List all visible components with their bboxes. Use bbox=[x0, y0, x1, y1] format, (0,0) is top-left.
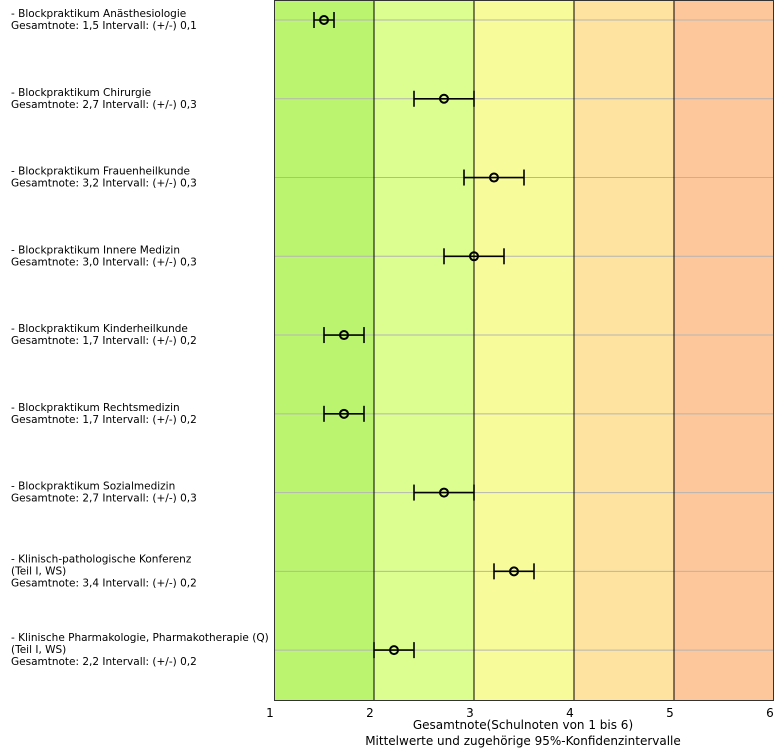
mean-marker bbox=[339, 330, 349, 341]
grade-band-4 bbox=[574, 0, 674, 701]
x-tick-label: 4 bbox=[566, 706, 574, 720]
row-labels: - Blockpraktikum AnästhesiologieGesamtno… bbox=[11, 8, 269, 668]
mean-marker bbox=[489, 172, 499, 183]
x-tick-label: 2 bbox=[366, 706, 374, 720]
row-label: - Klinisch-pathologische Konferenz bbox=[11, 553, 192, 565]
row-summary: Gesamtnote: 1,5 Intervall: (+/-) 0,1 bbox=[11, 20, 197, 32]
row-label: - Blockpraktikum Kinderheilkunde bbox=[11, 323, 188, 335]
x-axis-title-line2: Mittelwerte und zugehörige 95%-Konfidenz… bbox=[365, 734, 681, 748]
x-axis-title-line1: Gesamtnote(Schulnoten von 1 bis 6) bbox=[413, 718, 633, 732]
plot-frame bbox=[274, 0, 774, 701]
mean-marker bbox=[439, 487, 449, 498]
mean-marker bbox=[509, 566, 519, 577]
x-tick-label: 3 bbox=[466, 706, 474, 720]
mean-marker bbox=[389, 645, 399, 656]
grade-bands bbox=[274, 0, 774, 701]
x-tick-labels: 1 2 3 4 5 6 bbox=[266, 706, 774, 720]
grade-band-5 bbox=[674, 0, 774, 701]
mean-marker bbox=[439, 93, 449, 104]
row-summary: Gesamtnote: 3,2 Intervall: (+/-) 0,3 bbox=[11, 178, 197, 190]
row-label: - Blockpraktikum Frauenheilkunde bbox=[11, 166, 190, 178]
row-summary: Gesamtnote: 2,7 Intervall: (+/-) 0,3 bbox=[11, 99, 197, 111]
row-label: (Teil I, WS) bbox=[11, 565, 66, 577]
row-summary: Gesamtnote: 1,7 Intervall: (+/-) 0,2 bbox=[11, 414, 197, 426]
mean-marker bbox=[469, 251, 479, 262]
grade-band-3 bbox=[474, 0, 574, 701]
row-label: - Blockpraktikum Innere Medizin bbox=[11, 244, 180, 256]
row-summary: Gesamtnote: 2,2 Intervall: (+/-) 0,2 bbox=[11, 656, 197, 668]
row-label: - Blockpraktikum Anästhesiologie bbox=[11, 8, 186, 20]
row-label: - Blockpraktikum Rechtsmedizin bbox=[11, 402, 180, 414]
x-tick-label: 6 bbox=[766, 706, 774, 720]
x-tick-label: 1 bbox=[266, 706, 274, 720]
row-summary: Gesamtnote: 3,0 Intervall: (+/-) 0,3 bbox=[11, 256, 197, 268]
row-label: (Teil I, WS) bbox=[11, 644, 66, 656]
row-summary: Gesamtnote: 1,7 Intervall: (+/-) 0,2 bbox=[11, 335, 197, 347]
row-summary: Gesamtnote: 3,4 Intervall: (+/-) 0,2 bbox=[11, 577, 197, 589]
row-label: - Blockpraktikum Chirurgie bbox=[11, 87, 151, 99]
x-tick-label: 5 bbox=[666, 706, 674, 720]
grade-band-2 bbox=[374, 0, 474, 701]
vertical-gridlines bbox=[373, 0, 675, 701]
row-label: - Klinische Pharmakologie, Pharmakothera… bbox=[11, 632, 269, 644]
row-label: - Blockpraktikum Sozialmedizin bbox=[11, 481, 175, 493]
mean-marker bbox=[339, 408, 349, 419]
row-summary: Gesamtnote: 2,7 Intervall: (+/-) 0,3 bbox=[11, 493, 197, 505]
error-bars bbox=[313, 12, 535, 659]
plot-border bbox=[274, 0, 774, 701]
mean-marker bbox=[319, 15, 329, 25]
grade-band-1 bbox=[274, 0, 374, 701]
